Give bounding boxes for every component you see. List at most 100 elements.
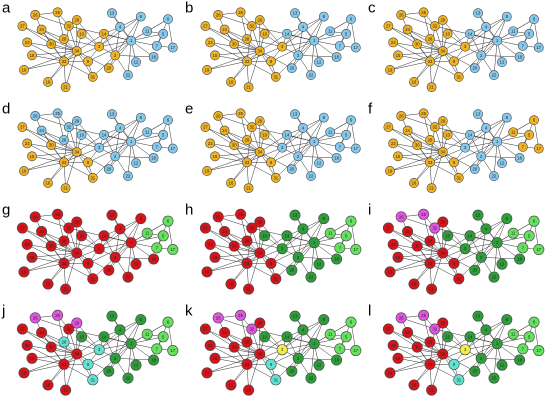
- node-label: 13: [476, 112, 481, 117]
- node-label: 11: [328, 231, 333, 236]
- node: [87, 374, 99, 386]
- node-label: 13: [476, 213, 481, 218]
- edge: [453, 40, 498, 62]
- node: [135, 112, 146, 123]
- node-label: 29: [440, 18, 445, 23]
- node: [45, 341, 57, 353]
- node-label: 10: [262, 334, 267, 339]
- node-label: 19: [205, 370, 210, 375]
- edge: [63, 162, 93, 179]
- node: [45, 240, 57, 252]
- node-label: 31: [456, 276, 461, 281]
- node-label: 21: [429, 388, 434, 393]
- node-label: 27: [20, 226, 25, 231]
- node: [254, 46, 265, 56]
- edge: [206, 364, 248, 374]
- node: [298, 22, 308, 32]
- node: [228, 240, 240, 252]
- node: [392, 251, 404, 263]
- node-label: 8: [506, 317, 509, 322]
- node-label: 34: [440, 49, 445, 54]
- node: [59, 157, 69, 168]
- node: [254, 147, 265, 157]
- node-label: 3: [464, 347, 467, 352]
- node-label: 14: [102, 334, 107, 339]
- node-label: 10: [445, 31, 450, 36]
- node: [106, 209, 118, 221]
- node: [396, 9, 407, 20]
- node: [508, 26, 519, 37]
- panel-letter: i: [368, 201, 371, 218]
- node-label: 3: [281, 347, 284, 352]
- panel-letter: c: [368, 0, 376, 16]
- node: [219, 326, 231, 338]
- node-label: 31: [456, 175, 461, 180]
- edge: [314, 33, 347, 41]
- panel-letter: g: [2, 201, 10, 218]
- panel-letter: l: [368, 302, 371, 319]
- edge: [63, 26, 70, 62]
- edge: [275, 156, 299, 178]
- node-label: 16: [412, 79, 417, 84]
- node: [151, 40, 162, 51]
- node: [17, 122, 28, 132]
- edge: [205, 25, 260, 52]
- node-label: 32: [66, 327, 71, 332]
- node: [103, 63, 114, 74]
- node: [297, 324, 309, 336]
- node: [43, 77, 53, 87]
- edge: [389, 252, 443, 273]
- edge: [442, 322, 466, 350]
- node-label: 12: [317, 262, 322, 267]
- node: [453, 273, 465, 285]
- node-label: 4: [302, 24, 305, 29]
- node-label: 23: [25, 242, 30, 247]
- edge: [210, 244, 248, 264]
- edge: [246, 147, 283, 163]
- edge: [465, 141, 498, 148]
- node: [82, 358, 94, 370]
- node-label: 30: [49, 345, 54, 350]
- node-label: 27: [386, 226, 391, 231]
- node: [412, 39, 423, 50]
- node: [449, 157, 459, 168]
- node: [429, 122, 440, 132]
- edge: [131, 134, 164, 142]
- node: [241, 336, 253, 348]
- node: [46, 140, 57, 151]
- node: [19, 166, 29, 176]
- node-label: 23: [208, 141, 213, 146]
- node: [424, 358, 436, 370]
- node-label: 25: [421, 212, 426, 217]
- node-label: 22: [126, 275, 131, 280]
- node: [282, 28, 292, 39]
- node: [254, 116, 265, 126]
- node-label: 9: [87, 160, 90, 165]
- edge: [127, 343, 132, 379]
- node: [429, 222, 441, 234]
- node: [409, 77, 419, 87]
- node: [481, 123, 491, 133]
- node: [282, 129, 292, 140]
- node: [449, 56, 459, 67]
- node: [286, 63, 297, 74]
- edge: [22, 25, 77, 52]
- edge: [246, 38, 283, 47]
- edge: [297, 218, 325, 258]
- node-label: 18: [334, 55, 339, 60]
- node: [402, 24, 413, 35]
- edge: [246, 341, 283, 350]
- node-label: 10: [79, 132, 84, 137]
- node-label: 34: [74, 352, 79, 357]
- node: [286, 164, 297, 175]
- edge: [76, 33, 105, 52]
- node: [313, 258, 325, 270]
- node-label: 3: [464, 246, 467, 251]
- node: [93, 243, 105, 255]
- node: [340, 230, 352, 242]
- node-label: 18: [517, 156, 522, 161]
- node-label: 2: [114, 356, 117, 361]
- node: [350, 143, 361, 154]
- node-label: 4: [119, 24, 122, 29]
